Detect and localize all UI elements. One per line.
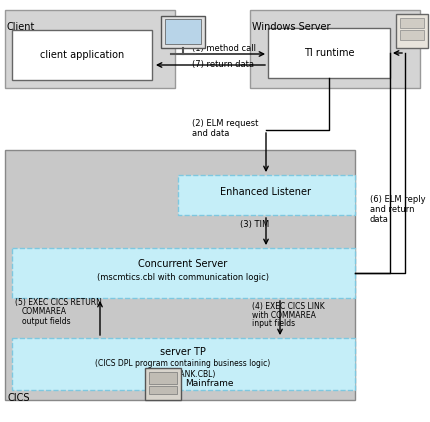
- Text: TI runtime: TI runtime: [303, 48, 353, 58]
- Text: Client: Client: [7, 22, 35, 32]
- Bar: [267, 28, 389, 78]
- Text: (5) EXEC CICS RETURN: (5) EXEC CICS RETURN: [15, 298, 101, 306]
- Bar: [12, 338, 354, 390]
- Bar: [399, 30, 423, 40]
- Bar: [149, 372, 177, 384]
- Text: (6) ELM reply: (6) ELM reply: [369, 195, 425, 205]
- Text: data: data: [369, 216, 388, 225]
- Text: and return: and return: [369, 206, 414, 214]
- Bar: [178, 175, 354, 215]
- Text: (2) ELM request: (2) ELM request: [191, 119, 258, 127]
- Text: (3) TIM: (3) TIM: [240, 221, 269, 230]
- Bar: [5, 10, 175, 88]
- Bar: [144, 368, 181, 400]
- Bar: [165, 19, 200, 44]
- Text: and data: and data: [191, 129, 229, 138]
- Text: (CICS DPL program containing business logic): (CICS DPL program containing business lo…: [95, 360, 270, 368]
- Bar: [12, 30, 152, 80]
- Bar: [149, 386, 177, 394]
- Text: Enhanced Listener: Enhanced Listener: [220, 187, 311, 197]
- Text: Concurrent Server: Concurrent Server: [138, 259, 227, 269]
- Text: COMMAREA: COMMAREA: [22, 308, 67, 316]
- Bar: [249, 10, 419, 88]
- Text: server TP: server TP: [160, 347, 206, 357]
- Text: Windows Server: Windows Server: [252, 22, 330, 32]
- Bar: [161, 16, 205, 48]
- Text: Mainframe: Mainframe: [184, 379, 233, 389]
- Text: (CEDRBANK.CBL): (CEDRBANK.CBL): [150, 371, 215, 379]
- Text: client application: client application: [40, 50, 124, 60]
- Text: (1) method call: (1) method call: [191, 43, 255, 52]
- Text: input fields: input fields: [252, 319, 295, 328]
- Text: with COMMAREA: with COMMAREA: [252, 311, 315, 319]
- Bar: [5, 150, 354, 400]
- Bar: [395, 14, 427, 48]
- Text: output fields: output fields: [22, 317, 71, 327]
- Text: (4) EXEC CICS LINK: (4) EXEC CICS LINK: [252, 301, 324, 311]
- Bar: [399, 18, 423, 28]
- Text: (mscmtics.cbl with communication logic): (mscmtics.cbl with communication logic): [97, 273, 268, 282]
- Text: CICS: CICS: [8, 393, 31, 403]
- Text: (7) return data: (7) return data: [191, 60, 253, 70]
- Bar: [12, 248, 354, 298]
